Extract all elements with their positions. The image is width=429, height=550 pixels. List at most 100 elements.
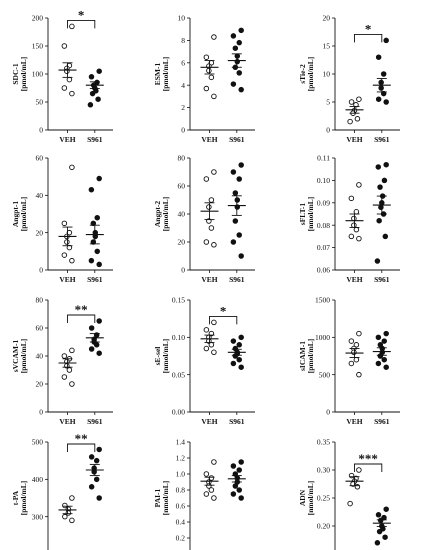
x-tick-label: S961 bbox=[229, 135, 245, 144]
veh-point bbox=[65, 510, 72, 516]
s961-point bbox=[95, 96, 101, 102]
s961-point bbox=[230, 33, 237, 39]
veh-point bbox=[61, 220, 68, 227]
s961-point bbox=[89, 90, 96, 97]
y-tick-label: 0 bbox=[39, 266, 43, 275]
veh-point bbox=[69, 23, 75, 30]
s961-point bbox=[234, 53, 241, 59]
s961-point bbox=[383, 330, 389, 337]
y-tick-label: 500 bbox=[32, 438, 44, 447]
s961-point bbox=[380, 71, 387, 77]
veh-point bbox=[61, 85, 68, 91]
veh-point bbox=[69, 517, 75, 524]
veh-point bbox=[206, 204, 212, 210]
s961-point bbox=[94, 248, 100, 255]
significance-bracket bbox=[209, 315, 238, 325]
s961-point bbox=[238, 162, 244, 168]
y-tick-label: 0.8 bbox=[176, 486, 186, 495]
y-tick-label: 8 bbox=[181, 36, 185, 45]
y-axis-unit: [pmol/mL] bbox=[306, 57, 315, 92]
s961-point bbox=[88, 74, 95, 80]
s961-point bbox=[230, 463, 237, 469]
y-tick-label: 0.05 bbox=[172, 370, 185, 379]
s961-point bbox=[236, 467, 242, 473]
s961-point bbox=[96, 68, 102, 74]
s961-point bbox=[230, 491, 237, 497]
veh-point bbox=[203, 471, 210, 477]
veh-point bbox=[69, 90, 75, 97]
s961-point bbox=[230, 239, 237, 245]
y-tick-label: 0.00 bbox=[172, 408, 185, 417]
panel-se-sel: 0.00 0.05 0.10 0.15 VEH S961 sE-sel [nmol/mL] * bbox=[153, 296, 255, 426]
y-tick-label: 100 bbox=[32, 70, 44, 79]
y-tick-label: 50 bbox=[36, 98, 44, 107]
veh-point bbox=[356, 96, 362, 102]
x-tick-label: S961 bbox=[87, 417, 103, 426]
veh-point bbox=[62, 502, 68, 509]
veh-point bbox=[64, 239, 70, 245]
y-axis-title: ESM-1 bbox=[153, 63, 162, 86]
y-tick-label: 0 bbox=[39, 126, 43, 135]
s961-point bbox=[238, 495, 244, 501]
x-tick-label: S961 bbox=[374, 135, 390, 144]
y-tick-label: 0.10 bbox=[172, 333, 185, 342]
veh-point bbox=[353, 342, 360, 348]
y-tick-label: 0.4 bbox=[176, 518, 186, 527]
y-tick-label: 1.0 bbox=[176, 470, 186, 479]
s961-point bbox=[236, 176, 242, 182]
panel-angpt-2: 0 20 40 60 80 VEH S961 Angpt-2 [pmol/mL] bbox=[153, 154, 255, 284]
y-tick-label: 0.11 bbox=[317, 154, 330, 163]
y-axis-title: t-PA bbox=[11, 490, 20, 505]
veh-point bbox=[61, 252, 68, 258]
y-axis-unit: [pmol/mL] bbox=[19, 197, 28, 232]
s961-point bbox=[374, 540, 381, 546]
veh-point bbox=[348, 195, 355, 202]
veh-point bbox=[69, 495, 75, 501]
y-tick-label: 80 bbox=[178, 154, 186, 163]
s961-point bbox=[378, 85, 384, 91]
s961-point bbox=[383, 37, 389, 44]
s961-point bbox=[383, 506, 389, 512]
y-tick-label: 500 bbox=[319, 370, 331, 379]
veh-point bbox=[211, 459, 217, 465]
s961-point bbox=[96, 261, 102, 268]
y-axis-unit: [pmol/mL] bbox=[19, 481, 28, 516]
y-tick-label: 4 bbox=[181, 81, 185, 90]
veh-point bbox=[348, 99, 355, 105]
s961-point bbox=[93, 457, 100, 464]
y-tick-label: 40 bbox=[36, 191, 44, 200]
veh-point bbox=[208, 197, 215, 203]
y-axis-title: sVCAM-1 bbox=[11, 340, 20, 373]
veh-point bbox=[61, 353, 68, 359]
veh-point bbox=[203, 327, 210, 333]
veh-point bbox=[356, 235, 362, 242]
x-tick-label: S961 bbox=[229, 417, 245, 426]
y-axis-unit: [pmol/mL] bbox=[19, 57, 28, 92]
panel-esm-1: 0 2 4 6 8 10 VEH S961 ESM-1 [pmol/mL] bbox=[153, 14, 255, 144]
s961-point bbox=[88, 186, 95, 193]
s961-point bbox=[96, 350, 102, 356]
y-axis-title: sICAM-1 bbox=[298, 341, 307, 371]
y-tick-label: 0.09 bbox=[317, 198, 330, 207]
y-tick-label: 0.08 bbox=[317, 221, 330, 230]
y-axis-title: Angpt-2 bbox=[153, 201, 162, 228]
significance-bracket bbox=[67, 19, 96, 29]
veh-point bbox=[356, 182, 362, 188]
s961-point bbox=[88, 346, 95, 352]
significance-label: ** bbox=[75, 302, 88, 317]
veh-point bbox=[61, 43, 68, 49]
y-tick-label: 0 bbox=[181, 126, 185, 135]
x-tick-label: VEH bbox=[346, 417, 362, 426]
s961-point bbox=[377, 184, 383, 190]
s961-point bbox=[236, 356, 242, 363]
y-axis-unit: [pmol/mL] bbox=[306, 339, 315, 374]
veh-point bbox=[208, 487, 215, 493]
veh-point bbox=[69, 381, 75, 387]
veh-point bbox=[203, 54, 210, 60]
x-tick-label: S961 bbox=[87, 135, 103, 144]
veh-point bbox=[353, 226, 360, 233]
y-tick-label: 1500 bbox=[315, 296, 330, 305]
s961-point bbox=[383, 364, 389, 370]
veh-point bbox=[69, 347, 75, 354]
